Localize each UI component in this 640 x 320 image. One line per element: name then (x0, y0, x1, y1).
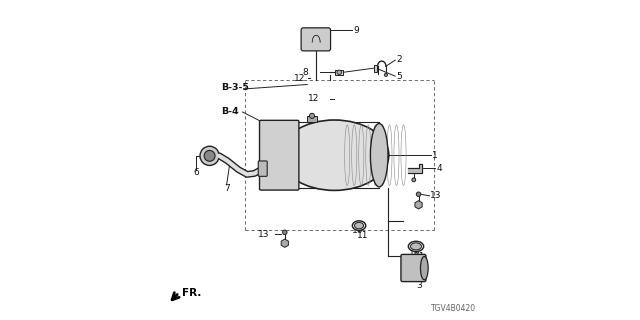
Text: 10: 10 (409, 248, 420, 257)
Circle shape (416, 192, 421, 196)
Text: 5: 5 (396, 72, 402, 81)
Text: 12: 12 (308, 94, 319, 103)
Text: 9: 9 (354, 26, 359, 35)
FancyBboxPatch shape (401, 254, 426, 282)
Bar (374, 65, 377, 72)
FancyBboxPatch shape (260, 120, 299, 190)
Circle shape (337, 70, 342, 75)
Text: FR.: FR. (182, 288, 201, 298)
Text: 13: 13 (258, 230, 269, 239)
Bar (335, 70, 343, 75)
Text: 6: 6 (193, 168, 199, 177)
Circle shape (200, 146, 219, 165)
Ellipse shape (355, 222, 364, 229)
Text: TGV4B0420: TGV4B0420 (431, 304, 476, 313)
Text: 4: 4 (436, 164, 442, 173)
Text: 1: 1 (433, 151, 438, 160)
Circle shape (204, 150, 215, 161)
Text: 11: 11 (414, 252, 425, 261)
Text: 7: 7 (224, 184, 230, 193)
Text: 12: 12 (294, 74, 306, 83)
Text: 3: 3 (416, 281, 422, 290)
Ellipse shape (411, 243, 422, 250)
Text: B-3-5: B-3-5 (221, 83, 250, 92)
Bar (307, 116, 317, 122)
Ellipse shape (352, 221, 366, 230)
Text: 8: 8 (303, 68, 308, 77)
Ellipse shape (408, 241, 424, 252)
Circle shape (384, 73, 388, 76)
Ellipse shape (371, 124, 388, 187)
FancyBboxPatch shape (301, 28, 331, 51)
Polygon shape (408, 164, 422, 173)
Text: 11: 11 (356, 231, 368, 240)
Ellipse shape (420, 257, 428, 280)
Circle shape (412, 178, 416, 182)
Circle shape (283, 230, 287, 235)
Text: 2: 2 (396, 55, 402, 64)
Text: 10: 10 (352, 226, 364, 235)
FancyBboxPatch shape (259, 161, 268, 176)
Text: B-4: B-4 (221, 107, 239, 116)
Text: 13: 13 (430, 191, 442, 200)
Circle shape (310, 113, 315, 118)
Ellipse shape (280, 120, 388, 190)
